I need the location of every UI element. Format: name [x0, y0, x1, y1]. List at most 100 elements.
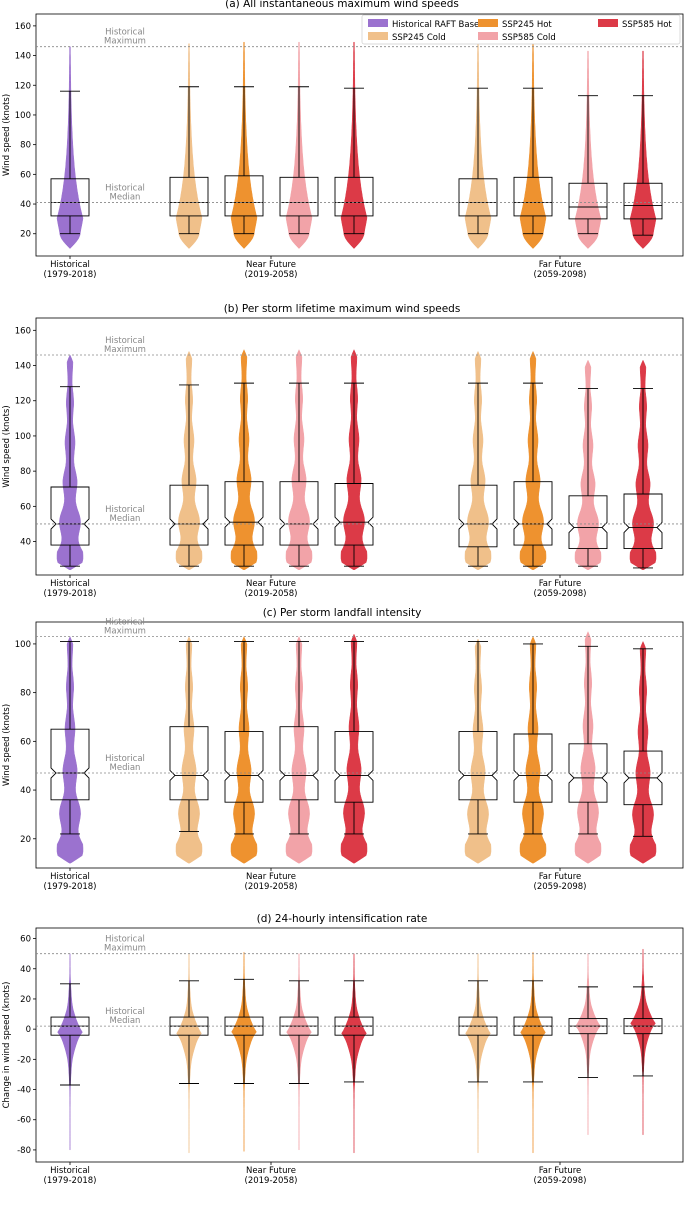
- violin-ssp245-cold: [175, 635, 203, 864]
- legend-label: SSP585 Hot: [622, 20, 672, 30]
- x-group-label: Near Future (2019-2058): [245, 579, 298, 599]
- y-tick-label: 100: [15, 640, 31, 650]
- box: [334, 483, 374, 546]
- y-tick-label: 100: [15, 111, 31, 121]
- y-axis-label: Wind speed (knots): [2, 405, 12, 487]
- box: [50, 486, 90, 546]
- y-tick-label: 40: [20, 538, 31, 548]
- axes-frame: [35, 927, 684, 1163]
- y-tick-label: 40: [20, 786, 31, 796]
- violin-ssp585-cold: [285, 635, 313, 864]
- historical-max-label: Historical Maximum: [104, 618, 146, 637]
- y-tick-label: 120: [15, 397, 31, 407]
- x-group-label: Historical (1979-2018): [44, 260, 97, 280]
- legend-label: SSP245 Hot: [502, 20, 552, 30]
- legend-swatch: [368, 32, 388, 40]
- historical-max-label: Historical Maximum: [104, 935, 146, 954]
- y-tick-label: 60: [20, 935, 31, 945]
- x-group-label: Historical (1979-2018): [44, 1166, 97, 1186]
- violin-ssp585-cold: [574, 631, 602, 864]
- y-tick-label: -80: [17, 1146, 31, 1156]
- box: [279, 726, 319, 801]
- box: [334, 731, 374, 803]
- box: [623, 182, 663, 220]
- y-tick-label: -60: [17, 1116, 31, 1126]
- historical-max-label: Historical Maximum: [104, 28, 146, 47]
- box: [169, 484, 209, 546]
- box: [279, 176, 319, 217]
- y-tick-label: 40: [20, 200, 31, 210]
- axes-frame: [35, 317, 684, 576]
- x-group-label: Far Future (2059-2098): [534, 1166, 587, 1186]
- x-group-label: Far Future (2059-2098): [534, 260, 587, 280]
- box: [279, 481, 319, 546]
- y-tick-label: 160: [15, 22, 31, 32]
- historical-median-label: Historical Median: [105, 1007, 145, 1026]
- legend-swatch: [478, 32, 498, 40]
- y-tick-label: 120: [15, 81, 31, 91]
- legend-label: SSP245 Cold: [392, 33, 446, 43]
- y-tick-label: 160: [15, 326, 31, 336]
- panel-3: (c) Per storm landfall intensity 20 40 60 80…: [2, 607, 684, 892]
- y-tick-label: 20: [20, 995, 31, 1005]
- box: [458, 731, 498, 801]
- panel-title: (a) All instantaneous maximum wind speed…: [225, 0, 459, 10]
- box: [458, 484, 498, 548]
- box: [458, 178, 498, 217]
- axes-frame: [35, 13, 684, 257]
- legend-swatch: [598, 19, 618, 27]
- legend-label: SSP585 Cold: [502, 33, 556, 43]
- violin-historical-raft-baseline: [56, 635, 84, 864]
- box: [513, 733, 553, 803]
- box: [568, 182, 608, 220]
- box: [50, 178, 90, 217]
- panel-title: (d) 24-hourly intensification rate: [257, 913, 428, 925]
- y-tick-label: -40: [17, 1086, 31, 1096]
- x-group-label: Near Future (2019-2058): [245, 872, 298, 892]
- box: [568, 495, 608, 550]
- x-group-label: Far Future (2059-2098): [534, 579, 587, 599]
- box: [568, 743, 608, 803]
- box: [224, 175, 264, 217]
- box: [169, 726, 209, 801]
- legend-label: Historical RAFT Baseline: [392, 20, 495, 30]
- panel-2: (b) Per storm lifetime maximum wind spee…: [2, 303, 684, 599]
- historical-median-label: Historical Median: [105, 184, 145, 203]
- y-tick-label: 80: [20, 689, 31, 699]
- box: [513, 481, 553, 546]
- box: [224, 731, 264, 803]
- y-tick-label: 100: [15, 432, 31, 442]
- y-tick-label: 60: [20, 170, 31, 180]
- y-tick-label: 140: [15, 52, 31, 62]
- box: [623, 493, 663, 550]
- y-tick-label: 80: [20, 467, 31, 477]
- box: [623, 750, 663, 806]
- y-tick-label: 20: [20, 230, 31, 240]
- y-tick-label: 140: [15, 362, 31, 372]
- axes-frame: [35, 621, 684, 869]
- y-axis-label: Wind speed (knots): [2, 94, 12, 176]
- y-tick-label: 80: [20, 141, 31, 151]
- y-tick-label: 20: [20, 835, 31, 845]
- violin-ssp245-hot: [519, 635, 547, 864]
- x-group-label: Near Future (2019-2058): [245, 260, 298, 280]
- legend-swatch: [478, 19, 498, 27]
- y-axis-label: Change in wind speed (knots): [2, 982, 12, 1109]
- box: [334, 176, 374, 217]
- legend-swatch: [368, 19, 388, 27]
- y-tick-label: 60: [20, 502, 31, 512]
- x-group-label: Historical (1979-2018): [44, 872, 97, 892]
- panel-1: (a) All instantaneous maximum wind speed…: [2, 0, 684, 280]
- y-tick-label: 40: [20, 965, 31, 975]
- y-tick-label: 0: [26, 1025, 31, 1035]
- legend: Historical RAFT Baseline SSP245 Cold SSP24…: [361, 14, 681, 45]
- x-group-label: Historical (1979-2018): [44, 579, 97, 599]
- x-group-label: Near Future (2019-2058): [245, 1166, 298, 1186]
- historical-max-label: Historical Maximum: [104, 336, 146, 355]
- violin-ssp585-hot: [340, 633, 368, 864]
- panel-4: (d) 24-hourly intensification rate -80 -60…: [2, 913, 684, 1186]
- box: [169, 176, 209, 217]
- panel-title: (b) Per storm lifetime maximum wind spee…: [224, 303, 461, 315]
- violin-ssp245-cold: [464, 638, 492, 864]
